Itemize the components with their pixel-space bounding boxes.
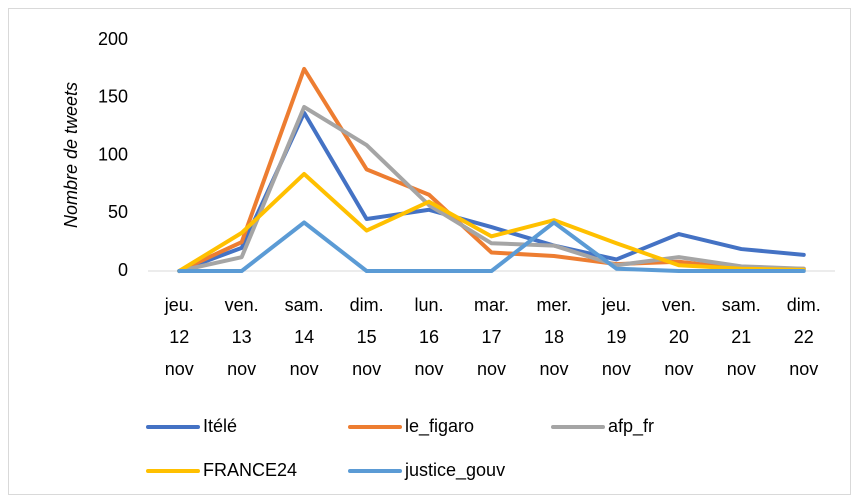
x-tick-label: mer. 18 nov [536, 295, 572, 379]
x-tick-label: ven. 13 nov [224, 295, 259, 379]
legend-label: justice_gouv [404, 460, 505, 481]
x-tick-label: dim. 22 nov [786, 295, 821, 379]
y-tick-label: 50 [108, 202, 128, 222]
y-axis-label: Nombre de tweets [61, 82, 81, 228]
y-tick-label: 150 [98, 87, 128, 107]
legend-label: le_figaro [405, 416, 474, 437]
series-line [177, 66, 806, 273]
x-tick-label: dim. 15 nov [349, 295, 384, 379]
legend-label: FRANCE24 [203, 460, 297, 480]
series-line [177, 104, 806, 273]
x-tick-label: sam. 21 nov [721, 295, 761, 379]
x-tick-label: mar. 17 nov [473, 295, 509, 379]
series-line [177, 171, 806, 273]
legend-label: Itélé [203, 416, 237, 436]
legend-label: afp_fr [608, 416, 654, 437]
x-tick-label: ven. 20 nov [661, 295, 696, 379]
x-tick-label: jeu. 19 nov [601, 295, 631, 379]
x-tick-label: lun. 16 nov [414, 295, 444, 379]
chart-border [8, 8, 851, 495]
y-tick-label: 0 [118, 260, 128, 280]
series-line [177, 220, 806, 273]
x-tick-label: sam. 14 nov [284, 295, 324, 379]
x-tick-label: jeu. 12 nov [164, 295, 194, 379]
y-tick-label: 200 [98, 29, 128, 49]
y-tick-label: 100 [98, 144, 128, 164]
